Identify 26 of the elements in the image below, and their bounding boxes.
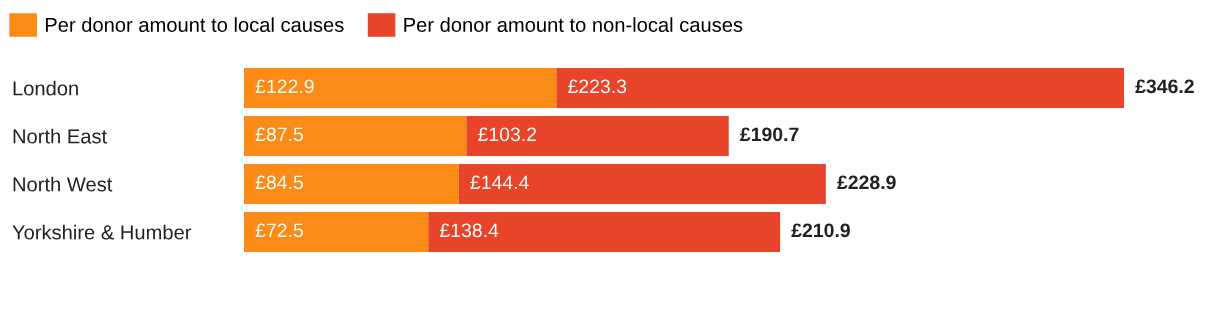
data-label: £87.5 — [255, 127, 303, 142]
total-label: £346.2 — [1135, 79, 1194, 94]
bar — [556, 68, 1124, 108]
data-label: £144.4 — [470, 175, 529, 190]
bar — [428, 212, 781, 252]
bar — [458, 164, 826, 204]
y-tick-label: North West — [13, 176, 113, 192]
legend-label: Per donor amount to local causes — [45, 17, 344, 32]
data-label: £122.9 — [255, 79, 314, 94]
bar — [244, 116, 467, 156]
total-label: £228.9 — [837, 175, 896, 190]
legend-label: Per donor amount to non-local causes — [404, 17, 743, 32]
bar — [244, 68, 557, 108]
data-label: £138.4 — [439, 223, 499, 238]
data-label: £103.2 — [478, 127, 537, 142]
y-tick-label: Yorkshire & Humber — [12, 224, 192, 240]
total-label: £190.7 — [740, 127, 799, 142]
data-label: £84.5 — [255, 175, 303, 190]
data-label: £223.3 — [568, 79, 627, 94]
total-label: £210.9 — [791, 223, 850, 238]
y-tick-label: London — [13, 80, 78, 96]
bar — [466, 116, 729, 156]
data-label: £72.5 — [255, 223, 303, 238]
bar — [244, 164, 459, 204]
y-tick-label: North East — [13, 128, 107, 144]
bar — [244, 212, 429, 252]
